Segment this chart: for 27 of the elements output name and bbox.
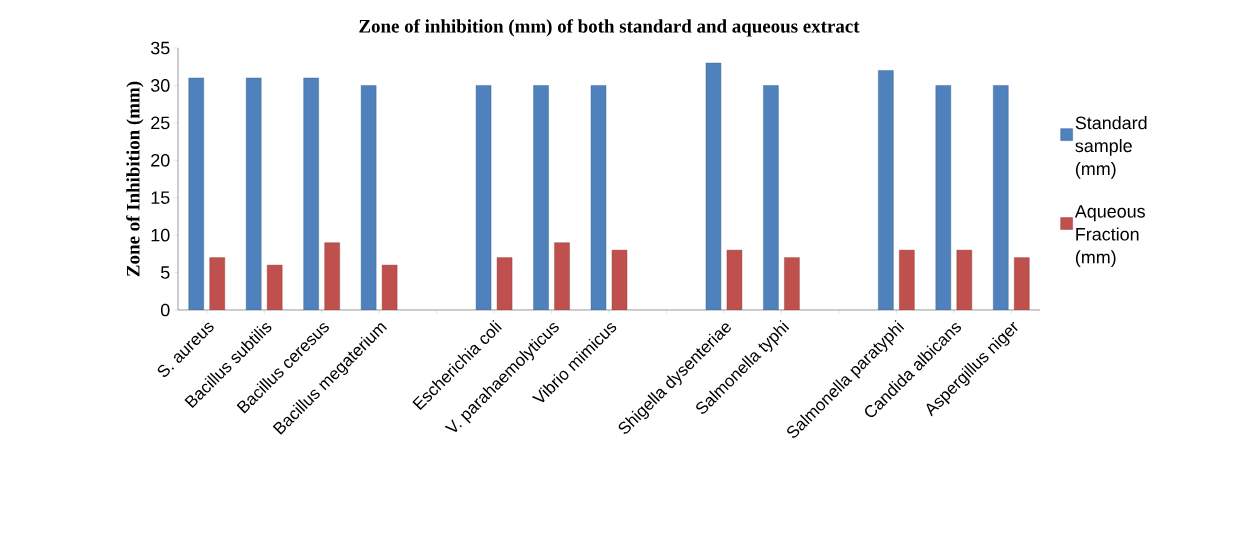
- bar: [533, 85, 549, 310]
- bar: [878, 70, 894, 310]
- y-tick-label: 0: [160, 303, 170, 317]
- y-tick-label: 5: [160, 266, 170, 279]
- y-tick-label: 20: [151, 153, 170, 167]
- y-tick-label: 25: [151, 116, 170, 130]
- bar: [554, 242, 570, 310]
- bar: [899, 249, 915, 310]
- y-tick-label: 30: [150, 79, 170, 92]
- bar: [935, 85, 952, 310]
- y-tick-label: 15: [151, 191, 170, 204]
- bar: [246, 77, 262, 310]
- bar: [209, 257, 225, 310]
- bar: [784, 257, 800, 310]
- bar: [303, 77, 319, 310]
- y-axis-title: Zone of Inhibition (mm): [126, 81, 144, 277]
- bar: [956, 249, 973, 310]
- bar: [324, 242, 340, 310]
- y-tick-label: 10: [151, 228, 170, 242]
- legend-label: Standard sample (mm): [1075, 116, 1147, 179]
- legend-label: Aqueous Fraction (mm): [1074, 205, 1145, 268]
- bar: [993, 85, 1009, 310]
- chart-title: Zone of inhibition (mm) of both standard and aqueous extract: [359, 19, 860, 37]
- bar: [763, 85, 779, 310]
- y-tick-label: 35: [150, 41, 170, 55]
- bar: [1014, 257, 1030, 310]
- bar: [188, 77, 204, 310]
